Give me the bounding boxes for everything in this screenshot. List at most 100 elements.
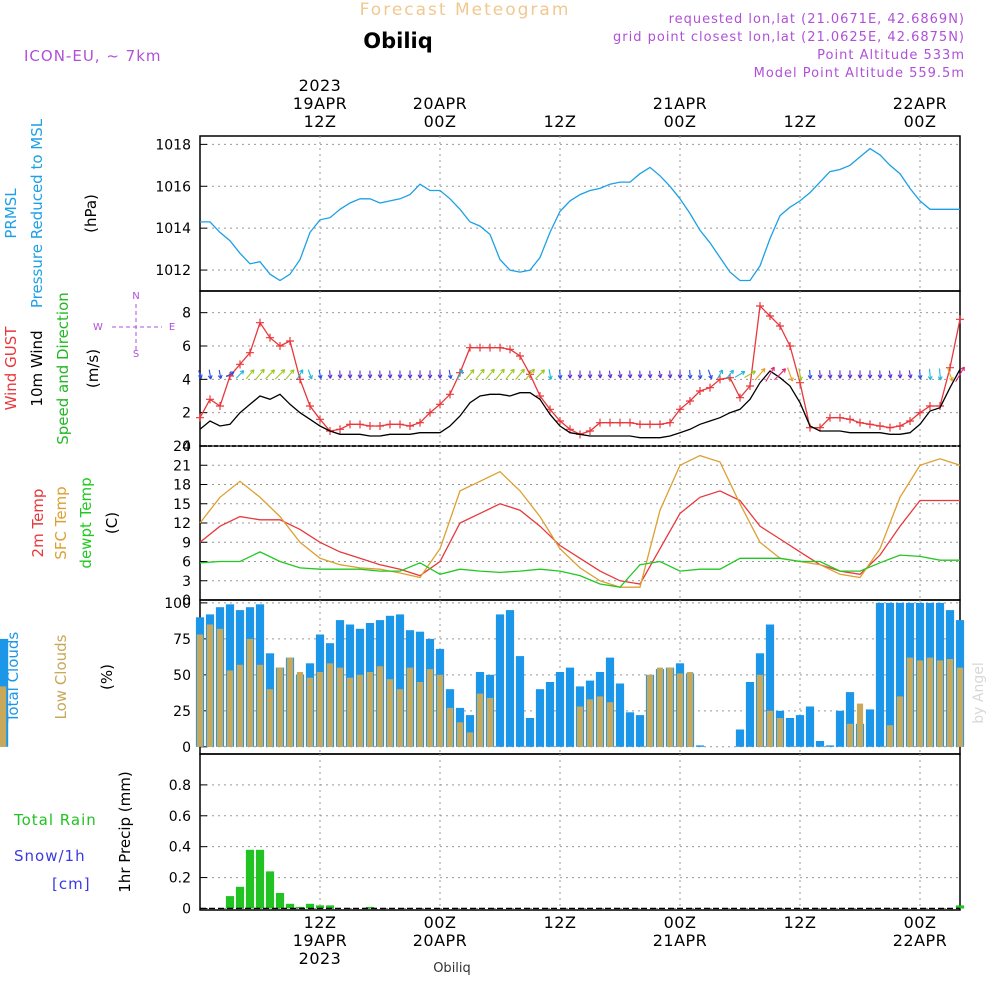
bar-total-clouds	[865, 709, 875, 747]
time-label-bottom: 00Z	[424, 913, 457, 932]
requested-coords: requested lon,lat (21.0671E, 42.6869N)	[669, 12, 965, 27]
gust-marker	[756, 302, 764, 310]
bar-low-clouds	[346, 677, 354, 747]
bar-total-rain	[265, 871, 275, 909]
model-altitude: Model Point Altitude 559.5m	[754, 66, 965, 81]
wind-direction-arrow	[697, 369, 703, 380]
y-tick-label: 0.4	[169, 840, 191, 856]
y-tick-label: 24	[173, 439, 191, 455]
y-tick-label: 1018	[155, 137, 191, 153]
wind-direction-arrow	[837, 370, 843, 379]
wind-direction-arrow	[265, 369, 276, 380]
bar-total-clouds	[635, 715, 645, 747]
wind-direction-arrow	[887, 370, 893, 379]
y-tick-label: 6	[182, 339, 191, 355]
bar-total-clouds	[545, 682, 555, 747]
bar-total-clouds	[735, 729, 745, 747]
time-label-top: 00Z	[904, 112, 937, 131]
wind-direction-arrow	[857, 370, 863, 379]
gust-marker	[336, 425, 344, 434]
wind-direction-arrow	[617, 370, 623, 379]
gust-marker	[946, 363, 954, 372]
y-tick-label: 1012	[155, 263, 191, 279]
bar-total-clouds	[785, 718, 795, 747]
bar-total-clouds	[745, 682, 755, 747]
wind-direction-arrow	[357, 370, 363, 379]
gust-marker	[416, 418, 424, 427]
gust-marker	[556, 417, 564, 425]
bar-low-clouds	[476, 693, 484, 747]
bar-total-clouds	[535, 689, 545, 747]
bar-low-clouds	[436, 674, 444, 747]
gust-marker	[736, 393, 744, 402]
time-label-bottom: 12Z	[304, 913, 337, 932]
panel-temperature: 0 3 6 9 12 15 18 21 24 2m Temp SFC Temp dewpt Temp (…	[29, 439, 961, 609]
bar-low-clouds	[926, 657, 934, 747]
gust-marker	[886, 423, 894, 432]
y-tick-label: 9	[182, 535, 191, 551]
y-tick-label: 25	[173, 704, 191, 720]
bar-low-clouds	[396, 689, 404, 747]
time-label-bottom: 12Z	[784, 913, 817, 932]
wind-direction-arrow	[734, 370, 746, 378]
wind-direction-arrow	[235, 369, 245, 379]
location-title: Obiliq	[363, 29, 433, 53]
y-tick-label: 1014	[155, 221, 191, 237]
wind-direction-arrow	[225, 371, 235, 378]
bar-low-clouds	[366, 672, 374, 747]
wind-direction-arrow	[707, 369, 713, 380]
bar-total-rain	[315, 905, 325, 909]
wind-direction-arrow	[607, 370, 613, 379]
y-axis-label: 2m Temp	[29, 489, 47, 558]
gust-marker	[716, 375, 724, 384]
bar-total-rain	[255, 849, 265, 909]
wind-compass: N S W E	[93, 291, 175, 360]
bar-low-clouds	[0, 686, 7, 747]
compass-west: W	[93, 322, 103, 333]
wind-direction-arrow	[726, 369, 735, 379]
bar-low-clouds	[336, 667, 344, 747]
bar-low-clouds	[236, 664, 244, 747]
wind-direction-arrow	[515, 368, 525, 380]
bar-low-clouds	[956, 667, 964, 747]
gust-marker	[366, 422, 374, 430]
gust-marker	[266, 333, 274, 342]
bar-total-clouds	[465, 715, 475, 747]
bar-low-clouds	[886, 725, 894, 747]
compass-north: N	[132, 291, 139, 302]
time-label-top: 12Z	[544, 112, 577, 131]
bar-total-rain	[225, 896, 235, 909]
bar-total-clouds	[795, 715, 805, 747]
gust-marker	[196, 413, 204, 422]
bar-low-clouds	[426, 669, 434, 747]
time-label-top: 22APR	[893, 94, 948, 113]
legend-label: [cm]	[52, 875, 91, 893]
gust-marker	[586, 427, 594, 435]
gust-marker	[316, 415, 324, 424]
bar-low-clouds	[666, 667, 674, 747]
y-axis-label: dewpt Temp	[77, 477, 95, 568]
gust-marker	[926, 402, 934, 410]
bar-low-clouds	[256, 664, 264, 747]
bar-total-clouds	[825, 745, 835, 747]
credit-watermark: by Angel	[971, 662, 987, 723]
gust-marker	[746, 382, 754, 390]
gust-marker	[636, 420, 644, 429]
wind-direction-arrow	[877, 370, 883, 379]
gust-marker	[596, 418, 604, 427]
bar-total-clouds	[395, 614, 405, 747]
gust-marker	[276, 342, 284, 350]
wind-direction-arrow	[495, 368, 505, 380]
y-tick-label: 0	[182, 439, 191, 455]
y-tick-label: 0.6	[169, 809, 191, 825]
wind-direction-arrow	[207, 369, 213, 380]
compass-cross	[112, 304, 162, 350]
bar-low-clouds	[606, 702, 614, 747]
y-tick-label: 0	[182, 740, 191, 756]
bar-low-clouds	[446, 707, 454, 747]
wind-direction-arrow	[687, 370, 693, 379]
bar-total-rain	[365, 906, 375, 909]
bar-low-clouds	[416, 682, 424, 747]
